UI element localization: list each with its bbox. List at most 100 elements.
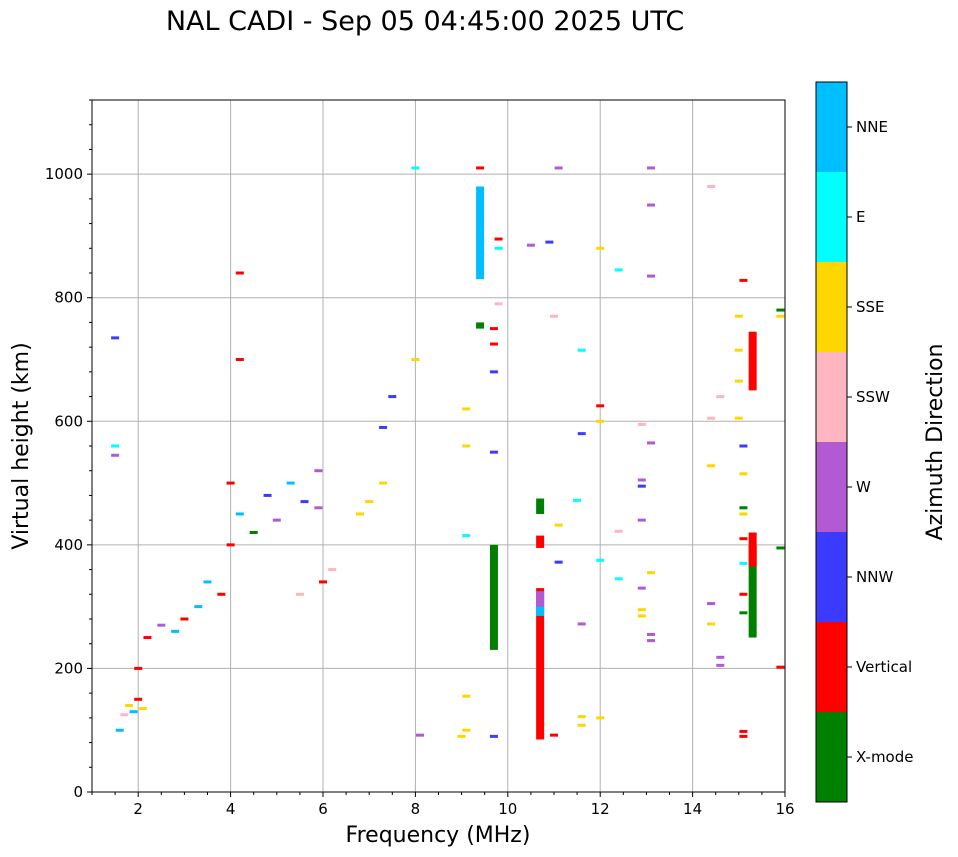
echo-point bbox=[573, 498, 582, 502]
x-tick-label: 12 bbox=[591, 800, 610, 818]
echo-point bbox=[115, 728, 124, 732]
echo-point bbox=[550, 314, 558, 318]
y-tick-label: 1000 bbox=[45, 165, 83, 183]
echo-point bbox=[637, 608, 646, 612]
echo-segment bbox=[489, 544, 498, 650]
echo-point bbox=[707, 185, 716, 188]
echo-point bbox=[739, 729, 748, 733]
echo-point bbox=[494, 237, 503, 241]
x-tick-label: 6 bbox=[318, 800, 328, 818]
colorbar: X-mode Vertical NNW W SSW SSE E NNE bbox=[815, 81, 913, 803]
echo-point bbox=[462, 694, 471, 698]
echo-point bbox=[129, 710, 138, 714]
echo-point bbox=[111, 336, 120, 340]
echo-point bbox=[637, 586, 646, 590]
echo-point bbox=[739, 611, 748, 615]
echo-point bbox=[596, 558, 605, 562]
echo-point bbox=[457, 734, 466, 738]
echo-point bbox=[739, 278, 748, 282]
echo-point bbox=[462, 728, 471, 732]
colorbar-swatch bbox=[816, 262, 847, 352]
echo-point bbox=[134, 666, 143, 670]
echo-point bbox=[739, 506, 748, 510]
x-tick-label: 8 bbox=[411, 800, 421, 818]
echo-point bbox=[647, 274, 656, 278]
colorbar-swatch bbox=[816, 712, 847, 802]
colorbar-category-label: SSE bbox=[856, 298, 885, 316]
echo-point bbox=[226, 543, 235, 547]
echo-point bbox=[462, 444, 471, 448]
echo-segment bbox=[476, 186, 485, 280]
y-tick-label: 800 bbox=[54, 289, 83, 307]
echo-point bbox=[217, 592, 226, 596]
colorbar-label: Azimuth Direction bbox=[923, 343, 948, 540]
echo-point bbox=[776, 665, 785, 669]
echo-point bbox=[111, 444, 120, 448]
echo-point bbox=[739, 561, 748, 565]
echo-point bbox=[545, 240, 554, 244]
x-tick-label: 14 bbox=[683, 800, 702, 818]
echo-point bbox=[734, 416, 743, 420]
y-axis-label: Virtual height (km) bbox=[9, 342, 34, 549]
colorbar-frame bbox=[815, 81, 848, 803]
echo-point bbox=[494, 302, 503, 306]
echo-point bbox=[194, 605, 203, 609]
echo-point bbox=[138, 707, 147, 711]
echo-point bbox=[379, 425, 388, 429]
echo-point bbox=[716, 395, 725, 399]
echo-point bbox=[120, 713, 129, 717]
chart-title: NAL CADI - Sep 05 04:45:00 2025 UTC bbox=[165, 6, 685, 37]
echo-point bbox=[157, 623, 166, 627]
echo-point bbox=[707, 622, 716, 626]
echo-point bbox=[647, 632, 656, 636]
echo-point bbox=[388, 395, 397, 399]
y-tick-label: 600 bbox=[54, 412, 83, 430]
echo-point bbox=[577, 715, 586, 719]
colorbar-category-label: Vertical bbox=[856, 658, 912, 676]
colorbar-category-label: E bbox=[856, 208, 865, 226]
echo-point bbox=[314, 469, 323, 473]
echo-point bbox=[647, 441, 656, 445]
y-axis-ticks: 0 200 400 600 800 1000 bbox=[45, 99, 92, 801]
echo-point bbox=[111, 453, 120, 457]
echo-point bbox=[707, 602, 716, 606]
echo-point bbox=[171, 629, 180, 633]
colorbar-category-label: NNE bbox=[856, 118, 888, 136]
echo-point bbox=[739, 734, 748, 738]
echo-point bbox=[411, 166, 420, 170]
echo-point bbox=[554, 166, 563, 170]
y-tick-label: 200 bbox=[54, 659, 83, 677]
echo-point bbox=[462, 534, 471, 538]
echo-point bbox=[489, 370, 498, 374]
echo-point bbox=[734, 314, 743, 318]
echo-point bbox=[300, 500, 309, 504]
echo-point bbox=[379, 481, 388, 485]
x-axis-label: Frequency (MHz) bbox=[346, 823, 531, 848]
echo-segment bbox=[536, 606, 545, 616]
colorbar-swatch bbox=[816, 352, 847, 442]
x-tick-label: 16 bbox=[775, 800, 794, 818]
echo-segment bbox=[748, 544, 757, 638]
echo-point bbox=[489, 734, 498, 738]
echo-point bbox=[637, 478, 646, 482]
x-tick-label: 10 bbox=[498, 800, 517, 818]
echo-point bbox=[489, 342, 498, 346]
y-tick-label: 400 bbox=[54, 536, 83, 554]
echo-point bbox=[416, 733, 425, 737]
echo-point bbox=[776, 314, 785, 318]
echo-segment bbox=[748, 532, 757, 567]
colorbar-category-label: NNW bbox=[856, 568, 893, 586]
echo-point bbox=[739, 512, 748, 516]
echo-point bbox=[647, 203, 656, 207]
y-tick-label: 0 bbox=[73, 783, 83, 801]
colorbar-swatch bbox=[816, 172, 847, 262]
echo-point bbox=[614, 577, 623, 581]
echo-point bbox=[577, 622, 586, 626]
echo-point bbox=[124, 704, 133, 707]
echo-point bbox=[489, 450, 498, 454]
echo-point bbox=[203, 580, 212, 584]
echo-point bbox=[263, 493, 272, 497]
echo-point bbox=[776, 546, 785, 550]
echo-point bbox=[554, 523, 563, 527]
